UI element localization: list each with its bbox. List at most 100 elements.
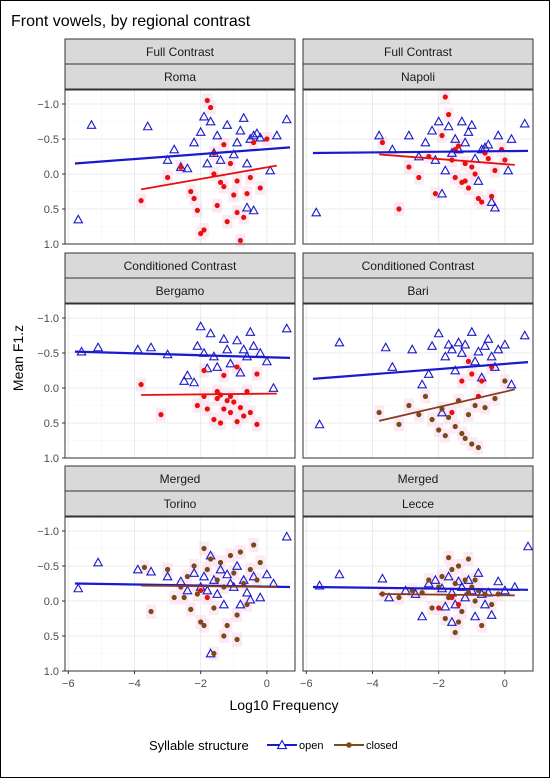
data-point-closed — [188, 188, 194, 195]
data-point-open — [218, 599, 229, 609]
strip-city-background — [64, 277, 296, 304]
y-tick-label: 1.0 — [44, 239, 59, 251]
data-point-open — [493, 130, 504, 140]
panel-bari: Conditioned Contrast Bari — [302, 252, 534, 459]
panel-napoli: Full Contrast Napoli — [302, 38, 534, 245]
data-point-closed — [472, 598, 478, 604]
panel-lecce: Merged Lecce — [302, 465, 534, 672]
data-point-closed — [221, 184, 227, 190]
data-point-closed — [227, 409, 234, 416]
y-tick-label: 0.5 — [44, 631, 59, 643]
data-point-open — [436, 188, 448, 198]
strip-group-label: Merged — [398, 472, 439, 486]
strip-city-background — [302, 490, 534, 517]
data-point-closed — [221, 372, 227, 378]
data-point-closed — [442, 94, 448, 100]
data-point-closed — [198, 619, 204, 625]
data-point-closed — [201, 227, 207, 233]
data-point-open — [241, 587, 253, 597]
data-point-open — [387, 361, 398, 371]
data-point-open — [460, 592, 471, 602]
strip-group-background — [64, 38, 296, 65]
data-point-open — [314, 419, 325, 429]
legend-item-label: open — [299, 740, 323, 752]
data-point-closed — [465, 358, 472, 364]
panel-torino: Merged Torino −1.0 −0.5 0.0 0.5 1.0 — [37, 465, 296, 678]
y-tick-label: −1.0 — [37, 526, 59, 538]
data-point-open — [222, 344, 233, 354]
data-point-closed — [376, 409, 382, 416]
data-point-open — [450, 133, 461, 143]
data-point-closed — [224, 398, 230, 404]
data-point-closed — [426, 577, 432, 583]
data-point-closed — [446, 555, 452, 561]
data-point-open — [198, 111, 210, 121]
data-point-open — [238, 344, 249, 354]
data-point-closed — [234, 364, 240, 370]
data-point-open — [192, 340, 203, 350]
data-point-closed — [201, 622, 207, 629]
legend-item-open: open — [267, 739, 323, 752]
data-point-closed — [465, 590, 472, 596]
data-point-closed — [208, 104, 214, 111]
data-point-open — [245, 594, 256, 604]
strip-group-background — [302, 38, 534, 65]
data-point-closed — [452, 629, 458, 636]
data-point-open — [145, 342, 157, 352]
data-point-closed — [489, 193, 495, 199]
data-point-closed — [502, 157, 508, 163]
data-point-open — [188, 377, 200, 387]
data-point-open — [489, 202, 501, 212]
data-point-closed — [227, 552, 234, 559]
data-point-open — [248, 130, 259, 140]
data-point-closed — [224, 622, 230, 629]
data-point-closed — [396, 206, 402, 212]
y-tick-label: 1.0 — [44, 666, 59, 678]
data-point-open — [460, 137, 471, 147]
fit-line-closed — [378, 388, 516, 422]
data-point-open — [145, 566, 157, 576]
panel-border — [64, 516, 296, 672]
data-point-closed — [204, 97, 210, 104]
panel-border — [64, 89, 296, 245]
data-point-open — [281, 323, 292, 333]
data-point-open — [440, 351, 451, 361]
data-point-closed — [439, 406, 445, 412]
data-point-closed — [485, 156, 491, 162]
data-point-open — [271, 130, 282, 140]
data-point-open — [205, 116, 216, 126]
data-point-closed — [254, 421, 260, 427]
y-tick-label: 0.5 — [44, 204, 59, 216]
data-point-closed — [191, 563, 197, 569]
data-point-open — [241, 158, 253, 168]
data-point-closed — [472, 577, 478, 583]
data-point-closed — [479, 622, 485, 629]
data-point-open — [248, 571, 259, 581]
data-point-closed — [429, 605, 435, 611]
y-tick-label: −1.0 — [37, 313, 59, 325]
data-point-open — [281, 531, 292, 541]
data-point-open — [403, 130, 415, 140]
data-point-closed — [234, 419, 240, 425]
data-point-open — [450, 365, 461, 375]
strip-city-label: Roma — [164, 70, 196, 84]
strip-city-background — [64, 490, 296, 517]
data-point-closed — [459, 608, 465, 615]
data-point-closed — [462, 435, 468, 441]
data-point-closed — [446, 594, 452, 601]
data-point-open — [483, 139, 494, 149]
data-point-open — [182, 163, 193, 173]
data-point-open — [261, 569, 273, 579]
data-point-closed — [416, 412, 422, 418]
data-point-closed — [188, 606, 194, 613]
data-point-closed — [237, 237, 243, 244]
data-point-closed — [465, 412, 472, 418]
data-point-open — [235, 125, 246, 135]
y-tick-label: −0.5 — [37, 348, 59, 360]
strip-group-background — [302, 252, 534, 279]
data-point-closed — [469, 441, 475, 447]
y-tick-label: 1.0 — [44, 453, 59, 465]
data-point-closed — [251, 139, 257, 146]
data-point-open — [215, 564, 226, 574]
data-point-open — [486, 609, 497, 619]
